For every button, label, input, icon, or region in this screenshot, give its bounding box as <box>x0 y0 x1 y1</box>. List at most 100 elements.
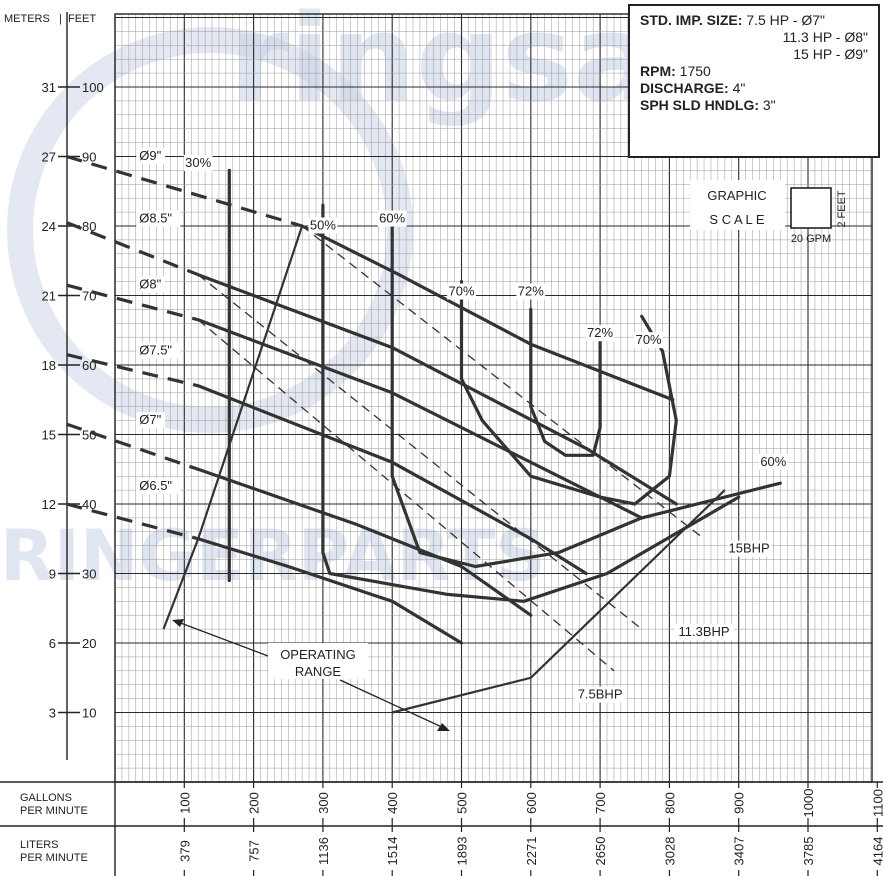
efficiency-curve <box>390 224 782 569</box>
impeller-curve-dashed <box>66 353 199 388</box>
meter-tick-label: 24 <box>42 219 56 234</box>
efficiency-label: 60% <box>760 454 786 469</box>
operating-range-bg <box>268 643 368 679</box>
impeller-label: Ø6.5" <box>139 478 172 493</box>
lpm-tick-label: 2650 <box>593 837 608 866</box>
meter-tick-label: 12 <box>42 497 56 512</box>
gpm-tick-bg <box>315 788 330 818</box>
feet-header: FEET <box>68 13 96 25</box>
gpm-tick-label: 800 <box>662 792 677 814</box>
discharge-value: 4" <box>732 80 746 96</box>
lpm-label-line2: PER MINUTE <box>20 852 88 864</box>
std-imp-line-3: 15 HP - Ø9" <box>793 46 868 62</box>
std-imp-row: STD. IMP. SIZE: 7.5 HP - Ø7" <box>640 12 868 29</box>
efficiency-label-bg <box>447 283 476 300</box>
gpm-tick-bg <box>523 788 538 818</box>
operating-range-arrow-right <box>339 679 445 729</box>
gpm-tick-label: 100 <box>177 792 192 814</box>
lpm-tick-label: 1136 <box>316 837 331 865</box>
lpm-tick-bg <box>246 832 261 870</box>
efficiency-curve <box>529 307 602 457</box>
meter-tick-label: 3 <box>49 706 56 721</box>
gpm-tick-bg <box>662 788 677 818</box>
std-imp-line-2: 11.3 HP - Ø8" <box>782 29 868 45</box>
lpm-tick-label: 3785 <box>801 837 816 866</box>
efficiency-label-bg <box>183 154 213 171</box>
header-separator: | <box>59 13 62 25</box>
impeller-curve <box>300 224 675 402</box>
feet-tick-label: 40 <box>82 497 96 512</box>
discharge-row: DISCHARGE: 4" <box>640 80 868 97</box>
sph-label: SPH SLD HNDLG: <box>640 97 759 113</box>
lpm-tick-label: 1514 <box>385 837 400 866</box>
feet-tick-label: 100 <box>82 80 104 95</box>
gpm-tick-bg <box>246 788 261 818</box>
gpm-tick-label: 500 <box>455 792 470 814</box>
bhp-line <box>197 274 643 630</box>
efficiency-label-bg <box>585 325 615 342</box>
meter-tick-label: 18 <box>42 358 56 373</box>
bhp-label-bg <box>574 686 626 703</box>
impeller-curve <box>196 273 678 506</box>
watermark-bottom-text: RINGERPARTS <box>0 515 546 597</box>
operating-range-line1: OPERATING <box>280 647 356 662</box>
operating-range-arrow-left <box>177 621 269 657</box>
lpm-label-line1: LITERS <box>20 839 59 851</box>
operating-range-line2: RANGE <box>295 664 342 679</box>
lpm-tick-bg <box>731 832 746 870</box>
impeller-curve-dashed <box>66 154 303 228</box>
gpm-tick-label: 200 <box>247 792 262 814</box>
impeller-curve-dashed <box>65 221 199 277</box>
feet-tick-label: 70 <box>82 289 96 304</box>
efficiency-label: 70% <box>448 284 474 299</box>
std-imp-label: STD. IMP. SIZE: <box>640 12 743 28</box>
efficiency-label: 50% <box>310 217 336 232</box>
gpm-tick-bg <box>177 788 192 818</box>
curves <box>65 154 782 714</box>
bhp-label: 7.5BHP <box>578 687 623 702</box>
meter-tick-label: 21 <box>42 289 56 304</box>
meter-tick-label: 6 <box>49 636 56 651</box>
bhp-label: 11.3BHP <box>679 624 730 639</box>
lpm-tick-label: 3407 <box>732 837 747 866</box>
efficiency-label-bg <box>377 210 407 227</box>
gpm-tick-bg <box>454 788 469 818</box>
lpm-tick-bg <box>385 832 400 870</box>
efficiency-label: 70% <box>636 332 662 347</box>
graphic-scale-line2: S C A L E <box>709 212 764 227</box>
meter-tick-label: 9 <box>49 567 56 582</box>
discharge-label: DISCHARGE: <box>640 80 729 96</box>
gpm-tick-label: 700 <box>593 792 608 814</box>
impeller-label-bg <box>136 412 166 429</box>
efficiency-label-bg <box>758 453 788 470</box>
impeller-label: Ø8.5" <box>139 211 172 226</box>
gpm-tick-bg <box>731 788 746 818</box>
curve-labels: Ø9" Ø8.5" Ø8" Ø7.5" Ø7" Ø6.5" 30% 50% 60% 60% 70% 7… <box>136 147 848 731</box>
impeller-curve-dashed <box>66 502 199 541</box>
operating-range-right <box>391 489 726 714</box>
efficiency-label-bg <box>308 217 338 234</box>
graphic-scale-bg <box>690 180 785 230</box>
graphic-scale-line1: GRAPHIC <box>707 188 766 203</box>
impeller-label: Ø7.5" <box>139 343 172 358</box>
gpm-tick-label: 900 <box>732 792 747 814</box>
bhp-label: 15BHP <box>728 541 769 556</box>
meter-tick-label: 27 <box>42 150 56 165</box>
efficiency-label-bg <box>516 283 546 300</box>
lpm-tick-label: 3028 <box>662 837 677 866</box>
operating-range-arrowhead-right <box>437 723 450 731</box>
impeller-label-bg <box>136 478 181 495</box>
feet-tick-label: 50 <box>82 428 96 443</box>
efficiency-curve <box>321 203 741 603</box>
meters-header: METERS <box>4 13 50 25</box>
efficiency-label: 72% <box>518 284 544 299</box>
gpm-tick-label: 400 <box>385 792 400 814</box>
lpm-tick-label: 4164 <box>870 837 883 866</box>
impeller-label: Ø7" <box>139 412 161 427</box>
efficiency-label: 72% <box>587 325 613 340</box>
meter-tick-label: 31 <box>42 80 56 95</box>
meter-tick-label: 15 <box>42 428 56 443</box>
lpm-tick-bg <box>523 832 538 870</box>
lpm-tick-label: 2271 <box>524 837 539 866</box>
lpm-tick-bg <box>454 832 469 870</box>
